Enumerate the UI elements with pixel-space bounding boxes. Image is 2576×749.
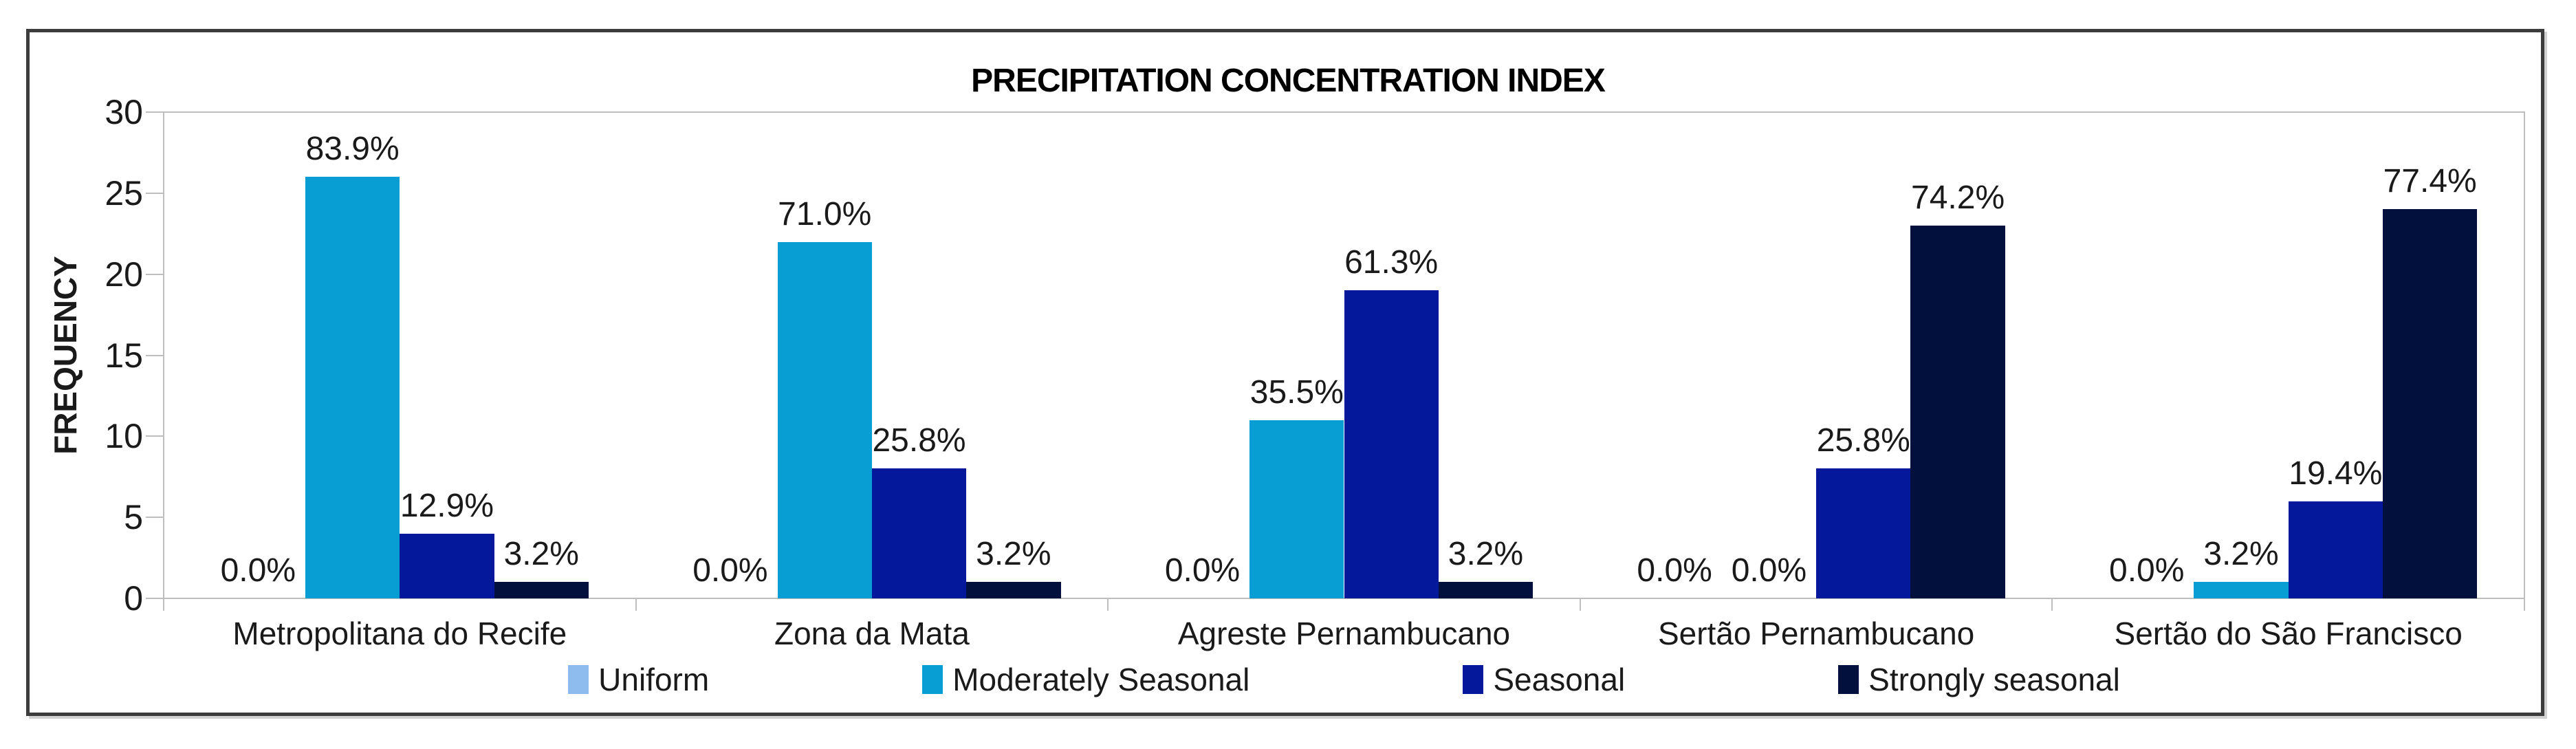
bar-data-label: 19.4% xyxy=(2289,455,2383,492)
y-axis-tick xyxy=(146,192,164,194)
bar-seasonal-sert-o-pernambucano xyxy=(1816,468,1911,598)
bar-data-label: 0.0% xyxy=(220,552,296,589)
bar-data-label: 77.4% xyxy=(2383,163,2477,200)
bar-data-label: 12.9% xyxy=(400,487,494,524)
bar-data-label: 0.0% xyxy=(1164,552,1241,589)
y-axis-tick xyxy=(146,273,164,275)
x-category-label-sert-o-pernambucano: Sertão Pernambucano xyxy=(1657,616,1975,651)
bar-moderately-seasonal-sert-o-do-s-o-francisco xyxy=(2194,582,2289,598)
y-tick-label: 25 xyxy=(105,173,143,213)
bar-moderately-seasonal-zona-da-mata xyxy=(777,241,872,598)
x-category-label-agreste-pernambucano: Agreste Pernambucano xyxy=(1177,616,1511,651)
legend-item-seasonal: Seasonal xyxy=(1463,662,1625,697)
bar-strongly-seasonal-zona-da-mata xyxy=(966,582,1061,598)
x-category-label-zona-da-mata: Zona da Mata xyxy=(774,616,970,651)
x-axis-tick xyxy=(1579,598,1581,611)
bar-strongly-seasonal-agreste-pernambucano xyxy=(1438,582,1533,598)
bar-seasonal-agreste-pernambucano xyxy=(1344,290,1439,598)
x-category-label-metropolitana-do-recife: Metropolitana do Recife xyxy=(232,616,567,651)
bar-data-label: 61.3% xyxy=(1344,244,1439,281)
chart-title: PRECIPITATION CONCENTRATION INDEX xyxy=(971,63,1606,99)
y-axis-tick xyxy=(146,111,164,113)
bar-data-label: 3.2% xyxy=(1448,536,1524,573)
bar-data-label: 25.8% xyxy=(1816,422,1910,459)
legend-swatch-moderately-seasonal xyxy=(922,665,943,694)
y-tick-label: 15 xyxy=(105,336,143,375)
bar-strongly-seasonal-metropolitana-do-recife xyxy=(494,582,589,598)
bar-data-label: 74.2% xyxy=(1911,179,2005,216)
bar-data-label: 35.5% xyxy=(1249,373,1344,411)
bar-seasonal-metropolitana-do-recife xyxy=(400,533,494,598)
bar-strongly-seasonal-sert-o-do-s-o-francisco xyxy=(2383,209,2478,598)
bar-data-label: 0.0% xyxy=(2109,552,2185,589)
bar-seasonal-sert-o-do-s-o-francisco xyxy=(2288,501,2383,598)
bar-data-label: 83.9% xyxy=(305,131,400,168)
legend-label-strongly-seasonal: Strongly seasonal xyxy=(1868,662,2120,697)
y-axis-tick xyxy=(146,517,164,519)
y-axis-tick xyxy=(146,354,164,356)
legend-item-strongly-seasonal: Strongly seasonal xyxy=(1838,662,2120,697)
chart-legend: Uniform Moderately Seasonal Seasonal Strong… xyxy=(163,662,2525,697)
x-axis-tick xyxy=(2051,598,2053,611)
y-tick-label: 20 xyxy=(105,254,143,294)
y-tick-label: 10 xyxy=(105,417,143,456)
y-axis-tick xyxy=(146,598,164,599)
bar-moderately-seasonal-agreste-pernambucano xyxy=(1249,420,1344,598)
x-axis-tick xyxy=(1107,598,1109,611)
bar-moderately-seasonal-metropolitana-do-recife xyxy=(305,177,400,598)
bar-data-label: 71.0% xyxy=(778,195,872,232)
legend-label-seasonal: Seasonal xyxy=(1493,662,1626,697)
x-axis-tick xyxy=(635,598,637,611)
bar-data-label: 0.0% xyxy=(1637,552,1712,589)
bar-data-label: 3.2% xyxy=(2203,536,2279,573)
bar-data-label: 0.0% xyxy=(692,552,768,589)
legend-label-uniform: Uniform xyxy=(598,662,710,697)
legend-label-moderately-seasonal: Moderately Seasonal xyxy=(952,662,1250,697)
bar-data-label: 25.8% xyxy=(872,422,966,459)
legend-swatch-strongly-seasonal xyxy=(1838,665,1859,694)
y-tick-label: 30 xyxy=(105,93,143,131)
legend-swatch-seasonal xyxy=(1463,665,1484,694)
legend-item-uniform: Uniform xyxy=(568,662,709,697)
bar-data-label: 0.0% xyxy=(1731,552,1807,589)
y-axis-tick xyxy=(146,435,164,437)
bar-strongly-seasonal-sert-o-pernambucano xyxy=(1910,225,2005,598)
bar-data-label: 3.2% xyxy=(976,536,1051,573)
y-tick-label: 5 xyxy=(124,498,143,537)
x-axis-tick xyxy=(163,598,164,611)
legend-item-moderately-seasonal: Moderately Seasonal xyxy=(922,662,1249,697)
bar-seasonal-zona-da-mata xyxy=(871,468,967,598)
legend-swatch-uniform xyxy=(568,665,589,694)
x-category-label-sert-o-do-s-o-francisco: Sertão do São Francisco xyxy=(2114,616,2463,651)
x-axis-tick xyxy=(2524,598,2525,611)
bar-data-label: 3.2% xyxy=(503,536,579,573)
y-tick-label: 0 xyxy=(124,579,143,618)
